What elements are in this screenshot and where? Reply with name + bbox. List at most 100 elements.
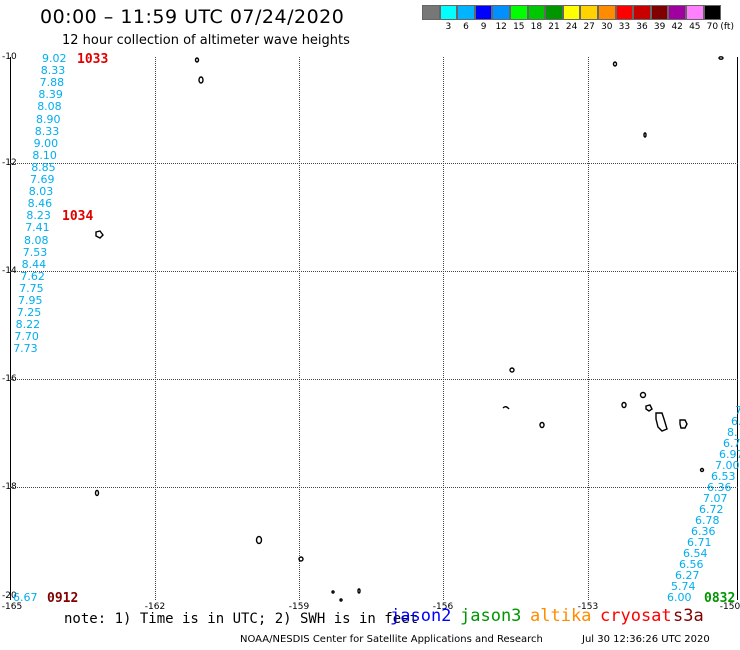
swh-value: 6.7 [723, 437, 740, 450]
legend-label: 18 [530, 22, 543, 32]
footer-note: note: 1) Time is in UTC; 2) SWH is in fe… [64, 611, 419, 627]
island-outline [509, 367, 515, 373]
swh-value: 6.71 [687, 536, 712, 549]
map-subtitle: 12 hour collection of altimeter wave hei… [62, 33, 350, 48]
satellite-label-cryosat: cryosat [600, 606, 672, 626]
legend-swatch [439, 5, 458, 20]
island-outline [198, 76, 204, 84]
grid-line-lon [299, 57, 300, 600]
legend-label: 6 [463, 22, 469, 32]
swh-value: 8.08 [37, 100, 62, 114]
satellite-label-s3a: s3a [673, 606, 704, 626]
lon-label: -162 [144, 602, 166, 612]
grid-line-lon [443, 57, 444, 600]
grid-line-lat [10, 163, 738, 164]
swh-value: 6.67 [13, 591, 38, 604]
generation-timestamp: Jul 30 12:36:26 UTC 2020 [582, 634, 710, 645]
swh-value: 8.44 [21, 257, 47, 271]
swh-value: 6.54 [683, 547, 708, 560]
swh-value: 8.90 [36, 112, 61, 126]
swh-value: 6.56 [679, 558, 704, 571]
island-outline [699, 467, 705, 473]
legend-label: 33 [618, 22, 631, 32]
grid-line-lon [155, 57, 156, 600]
island-outline [502, 406, 510, 410]
map-title: 00:00 – 11:59 UTC 07/24/2020 [40, 6, 345, 28]
swh-value: 6.27 [675, 569, 700, 582]
island-outline [94, 489, 100, 497]
legend-swatch [650, 5, 669, 20]
swh-value: 8.39 [38, 88, 63, 102]
legend-label: 30 [601, 22, 613, 32]
legend-swatch [685, 5, 704, 20]
legend-swatch [580, 5, 598, 20]
legend-swatch [457, 5, 475, 20]
legend-label: 39 [653, 22, 666, 32]
legend-swatch [509, 5, 528, 20]
swh-value: 5.74 [671, 580, 696, 593]
swh-value: 7.00 [715, 459, 740, 472]
pass-time-label: 1034 [62, 209, 94, 224]
swh-value: 6.7 [731, 415, 740, 428]
pass-time-label: 1033 [77, 52, 109, 67]
swh-value: 9.00 [33, 136, 59, 150]
legend-label: 70 [706, 22, 719, 32]
swh-value: 7.62 [20, 269, 45, 283]
island-outline [612, 61, 618, 67]
lon-label: -150 [719, 602, 740, 612]
pass-time-label: 0912 [47, 591, 79, 606]
island-outline [357, 588, 361, 594]
swh-value: 7.73 [13, 342, 38, 356]
island-outline [679, 419, 688, 429]
grid-line-lat [10, 379, 738, 380]
swh-value: 6.00 [667, 591, 692, 604]
lat-label: -18 [2, 482, 17, 492]
swh-value: 7.95 [18, 294, 43, 307]
swh-value: 7.53 [22, 245, 48, 259]
satellite-label-altika: altika [530, 606, 592, 626]
legend-label: 45 [689, 22, 701, 32]
lon-label: -165 [1, 602, 23, 612]
pass-time-label: 0832 [704, 591, 736, 606]
legend-label: 21 [548, 22, 560, 32]
legend-swatch [615, 5, 634, 20]
lon-label: -153 [577, 602, 599, 612]
lat-label: -10 [2, 52, 17, 62]
island-outline [655, 412, 668, 432]
legend-swatch [422, 5, 440, 20]
legend-label: 9 [480, 22, 487, 32]
swh-value: 7.69 [30, 173, 55, 186]
legend-swatch [562, 5, 581, 20]
swh-value: 7.75 [19, 281, 44, 295]
swh-value: 7.07 [703, 492, 728, 505]
legend-swatch [703, 5, 722, 20]
lat-label: -12 [2, 158, 17, 168]
legend-label: 3 [445, 22, 452, 32]
map-frame [10, 57, 738, 600]
swh-value: 7.70 [14, 330, 39, 344]
swh-value: 8.33 [40, 64, 66, 78]
legend-label: 15 [513, 22, 525, 32]
swh-value: 6.97 [719, 448, 740, 461]
grid-line-lat [10, 271, 738, 272]
swh-value: 6.36 [691, 525, 716, 538]
swh-value: 8.08 [24, 233, 49, 247]
legend-swatch [597, 5, 616, 20]
swh-value: 7.25 [16, 306, 42, 320]
swh-value: 8.10 [32, 148, 57, 162]
legend-swatch [527, 5, 546, 20]
swh-value: 8.03 [28, 185, 54, 199]
swh-value: 8.33 [34, 124, 60, 138]
legend-label: 36 [636, 22, 648, 32]
swh-value: 6.53 [711, 470, 736, 483]
island-outline [255, 535, 263, 545]
legend-swatch [474, 5, 493, 20]
grid-line-lon [588, 57, 589, 600]
legend-label: 27 [583, 22, 595, 32]
island-outline [298, 556, 304, 562]
legend-swatch [668, 5, 686, 20]
swh-value: 6.78 [695, 514, 720, 527]
legend-swatch [492, 5, 510, 20]
lat-label: -14 [2, 266, 17, 276]
